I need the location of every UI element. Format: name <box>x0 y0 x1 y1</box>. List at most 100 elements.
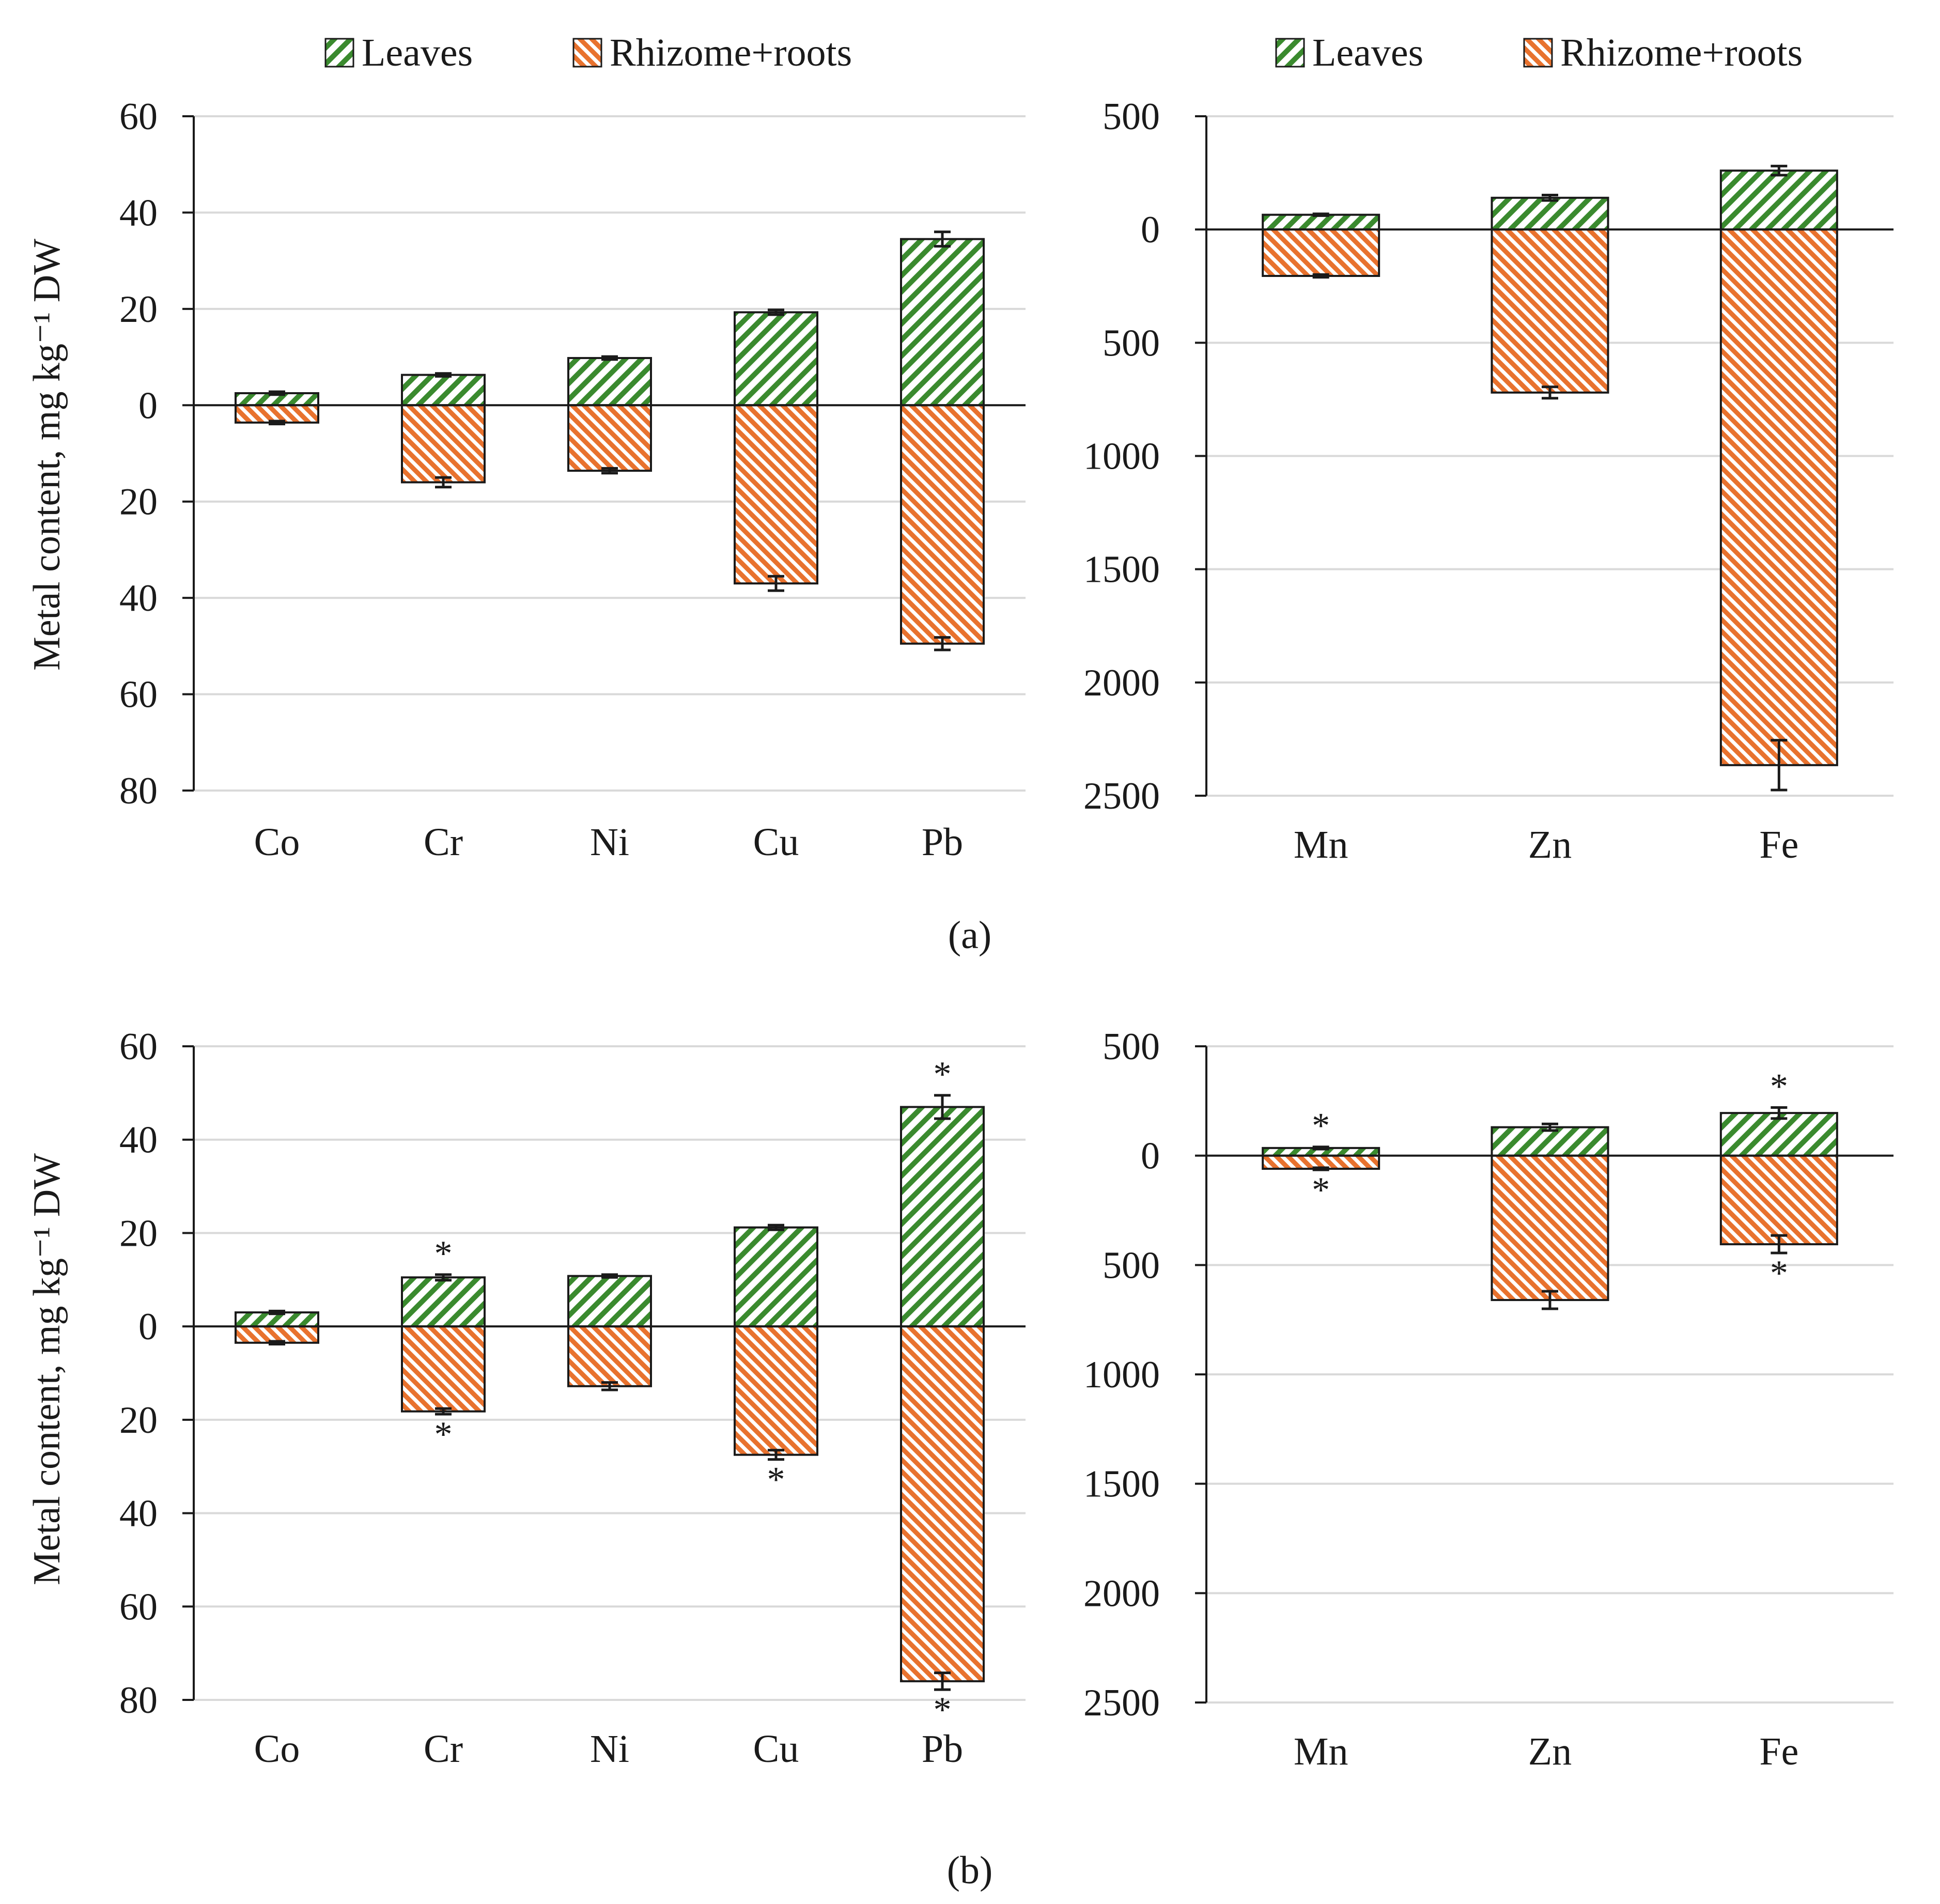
y-tick-label: 1500 <box>1083 549 1160 591</box>
y-tick-label: 40 <box>119 192 158 234</box>
y-tick-label: 0 <box>1141 209 1160 251</box>
y-tick-label: 500 <box>1103 96 1160 138</box>
legend-right: Leaves Rhizome+roots <box>1275 31 1803 74</box>
bar-leaves <box>1719 169 1838 231</box>
category-label: Ni <box>590 821 629 864</box>
bar-roots <box>1719 228 1838 766</box>
chart-b-right: 500 0 500 1000 1500 2000 2500 * * Mn Zn * * Fe <box>1083 1026 1894 1773</box>
significance-star: * <box>1770 1253 1788 1293</box>
panel-label-a: (a) <box>948 914 991 957</box>
significance-star: * <box>934 1055 952 1094</box>
legend-roots-swatch <box>1523 38 1553 68</box>
bar-roots <box>401 404 486 484</box>
panel-label-b: (b) <box>947 1849 993 1892</box>
bar-leaves <box>1491 1126 1609 1157</box>
y-tick-label: 20 <box>119 1212 158 1255</box>
category-label: Fe <box>1759 1730 1798 1773</box>
y-tick-label: 40 <box>119 1493 158 1535</box>
category-label: Zn <box>1528 1730 1572 1773</box>
y-tick-label: 2000 <box>1083 1572 1160 1615</box>
y-tick-label: 2500 <box>1083 1682 1160 1724</box>
y-tick-label: 40 <box>119 1119 158 1162</box>
y-tick-label: 80 <box>119 1679 158 1722</box>
bar-roots <box>1491 1154 1609 1302</box>
y-tick-label: 1500 <box>1083 1463 1160 1506</box>
significance-star: * <box>934 1690 952 1730</box>
y-tick-label: 60 <box>119 674 158 716</box>
bar-roots <box>567 1325 652 1387</box>
chart-a-left: 60 40 20 0 20 40 60 80 Co Cr Ni Cu Pb <box>119 96 1026 864</box>
legend-leaves-swatch <box>324 38 354 68</box>
significance-star: * <box>1770 1067 1788 1107</box>
category-label: Cu <box>753 821 799 864</box>
category-label: Pb <box>922 821 963 864</box>
y-tick-label: 1000 <box>1083 436 1160 478</box>
bar-leaves <box>1491 196 1609 231</box>
legend-leaves-swatch <box>1275 38 1305 68</box>
y-axis-label-b: Metal content, mg kg⁻¹ DW <box>26 1153 68 1585</box>
bar-roots <box>401 1325 486 1413</box>
legend-roots-label: Rhizome+roots <box>610 31 852 74</box>
y-tick-label: 60 <box>119 1026 158 1068</box>
significance-star: * <box>434 1415 453 1454</box>
y-tick-label: 0 <box>138 1306 158 1348</box>
significance-star: * <box>434 1234 453 1274</box>
significance-star: * <box>1312 1170 1330 1210</box>
y-tick-label: 500 <box>1103 1026 1160 1068</box>
y-tick-label: 0 <box>138 384 158 427</box>
bar-roots <box>1719 1154 1838 1246</box>
bar-leaves <box>401 374 486 407</box>
category-label: Zn <box>1528 823 1572 866</box>
y-tick-label: 2500 <box>1083 775 1160 817</box>
bar-leaves <box>567 1275 652 1328</box>
y-tick-label: 40 <box>119 577 158 620</box>
category-label: Co <box>254 821 300 864</box>
bar-roots <box>734 404 818 585</box>
legend-roots-label: Rhizome+roots <box>1560 31 1803 74</box>
legend-leaves-label: Leaves <box>362 31 473 74</box>
category-label: Mn <box>1294 1730 1348 1773</box>
bar-leaves <box>900 1106 985 1328</box>
bar-leaves <box>1262 213 1380 231</box>
category-label: Ni <box>590 1727 629 1771</box>
bar-leaves <box>734 1226 818 1328</box>
y-tick-label: 500 <box>1103 322 1160 364</box>
category-label: Cr <box>424 1727 463 1771</box>
bar-roots <box>235 404 319 424</box>
bar-roots <box>900 1325 985 1682</box>
significance-star: * <box>767 1460 785 1500</box>
y-tick-label: 2000 <box>1083 662 1160 704</box>
legend-leaves-label: Leaves <box>1312 31 1423 74</box>
y-tick-label: 500 <box>1103 1244 1160 1287</box>
category-label: Cu <box>753 1727 799 1771</box>
significance-star: * <box>1312 1106 1330 1146</box>
bar-leaves <box>1719 1112 1838 1157</box>
y-tick-label: 20 <box>119 481 158 523</box>
category-label: Fe <box>1759 823 1798 866</box>
bar-roots <box>900 404 985 645</box>
category-label: Co <box>254 1727 300 1771</box>
y-tick-label: 20 <box>119 288 158 331</box>
bar-leaves <box>401 1276 486 1328</box>
bar-roots <box>734 1325 818 1456</box>
bar-roots <box>1262 228 1380 277</box>
y-axis-label-a: Metal content, mg kg⁻¹ DW <box>26 239 68 671</box>
y-tick-label: 1000 <box>1083 1354 1160 1396</box>
legend-left: Leaves Rhizome+roots <box>324 31 852 74</box>
category-label: Cr <box>424 821 463 864</box>
y-tick-label: 20 <box>119 1399 158 1442</box>
chart-a-right: 500 0 500 1000 1500 2000 2500 Mn Zn Fe <box>1083 96 1894 866</box>
bar-roots <box>567 404 652 472</box>
bar-leaves <box>900 238 985 407</box>
y-tick-label: 60 <box>119 1586 158 1628</box>
y-tick-label: 60 <box>119 96 158 138</box>
y-tick-label: 80 <box>119 770 158 812</box>
category-label: Mn <box>1294 823 1348 866</box>
legend-roots-swatch <box>572 38 602 68</box>
y-tick-label: 0 <box>1141 1135 1160 1178</box>
bar-leaves <box>734 311 818 407</box>
bar-roots <box>1491 228 1609 394</box>
bar-leaves <box>567 357 652 407</box>
